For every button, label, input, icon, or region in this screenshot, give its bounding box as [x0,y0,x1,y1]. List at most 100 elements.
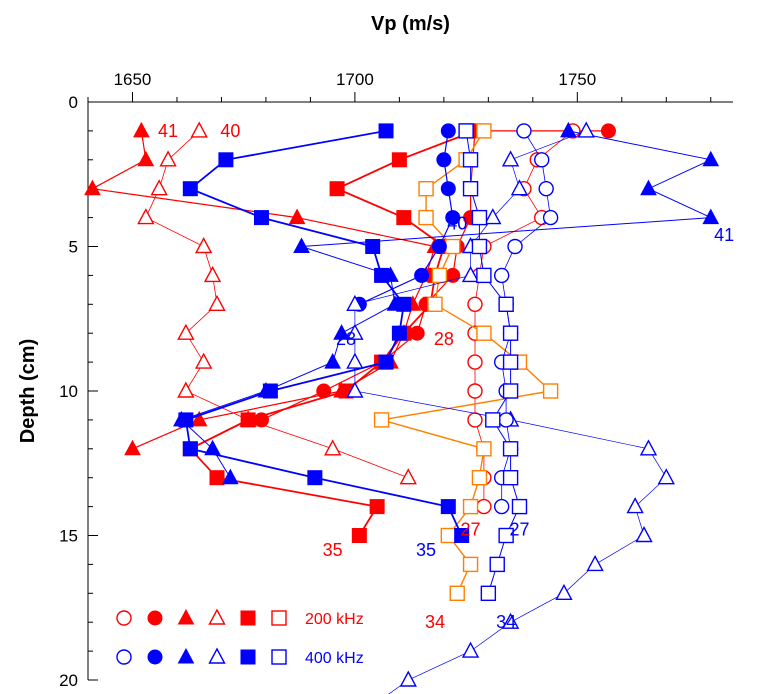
y-tick-label: 5 [69,238,78,257]
data-point [440,499,456,515]
y-tick-label: 20 [59,671,78,690]
data-point [635,526,653,543]
data-point [386,295,404,311]
data-point [218,152,234,168]
data-point [485,412,501,428]
annotation-label: 28 [336,329,356,349]
data-point [461,641,480,658]
data-point [510,179,529,196]
data-point [626,497,644,514]
data-point [194,237,213,254]
data-point [253,210,269,226]
data-point [600,123,616,139]
data-point [333,324,350,340]
data-point [436,152,452,168]
data-point [639,439,658,456]
series-1 [84,121,444,456]
data-point [471,209,488,226]
data-point [418,209,434,226]
data-point [498,296,514,312]
data-point [137,150,155,167]
legend-marker [147,649,163,665]
data-point [640,179,657,196]
data-point [209,470,225,486]
series-9 [173,121,720,485]
data-point [467,383,483,399]
data-point [288,208,306,225]
data-point [445,267,461,283]
data-point [346,323,364,340]
data-point [484,208,502,225]
data-point [190,121,208,138]
legend-marker [147,610,163,626]
data-point [159,150,177,167]
data-point [493,267,510,284]
data-point [391,325,407,341]
data-point [382,266,399,282]
data-point [84,179,101,196]
data-point [502,441,519,457]
data-point [307,470,323,486]
x-tick-label: 1700 [336,70,374,89]
data-point [454,528,470,543]
data-point [208,294,226,311]
series-12 [458,123,528,601]
data-point [316,383,332,399]
annotation-label: 34 [496,612,516,632]
data-point [476,123,492,139]
x-tick-label: 1650 [114,70,152,89]
data-point [293,237,310,253]
data-point [440,527,457,544]
legend-marker [208,647,226,664]
data-point [501,150,520,167]
data-point [346,352,364,369]
series-10 [346,121,675,694]
data-point [502,470,519,486]
data-point [542,383,559,399]
data-point [324,353,341,369]
data-point [203,265,222,283]
data-point [329,181,345,197]
data-point [476,498,492,515]
data-point [418,180,434,197]
y-tick-label: 15 [59,527,78,546]
data-point [493,498,510,515]
data-point [253,412,269,428]
data-point [498,412,514,428]
annotation-label: 35 [416,540,436,560]
legend-label: 200 kHz [305,611,364,628]
data-point [461,265,480,283]
legend-marker [240,649,256,665]
data-point [498,527,514,544]
x-axis-title: Vp (m/s) [371,13,450,35]
data-point [555,583,573,600]
x-tick-label: 1750 [558,70,596,89]
data-point [150,179,168,196]
data-point [502,383,519,399]
data-point [467,412,483,428]
data-point [177,323,195,340]
series-line [90,130,436,450]
data-point [462,498,479,515]
data-point [586,554,604,572]
data-point [480,585,497,601]
data-point [133,121,150,138]
data-point [431,239,447,254]
legend-marker [116,610,132,626]
series-2 [137,121,417,485]
data-point [414,267,430,283]
legend-marker [271,610,287,626]
data-point [538,180,554,197]
data-point [702,208,720,225]
data-point [502,354,519,370]
data-point [346,381,364,398]
data-point [409,325,425,341]
legend-marker [177,608,195,625]
data-point [204,439,221,456]
data-point [323,439,342,456]
data-point [124,439,141,456]
data-point [501,612,520,629]
data-point [427,296,443,312]
annotation-label: 40 [447,213,467,233]
data-point [431,267,448,284]
